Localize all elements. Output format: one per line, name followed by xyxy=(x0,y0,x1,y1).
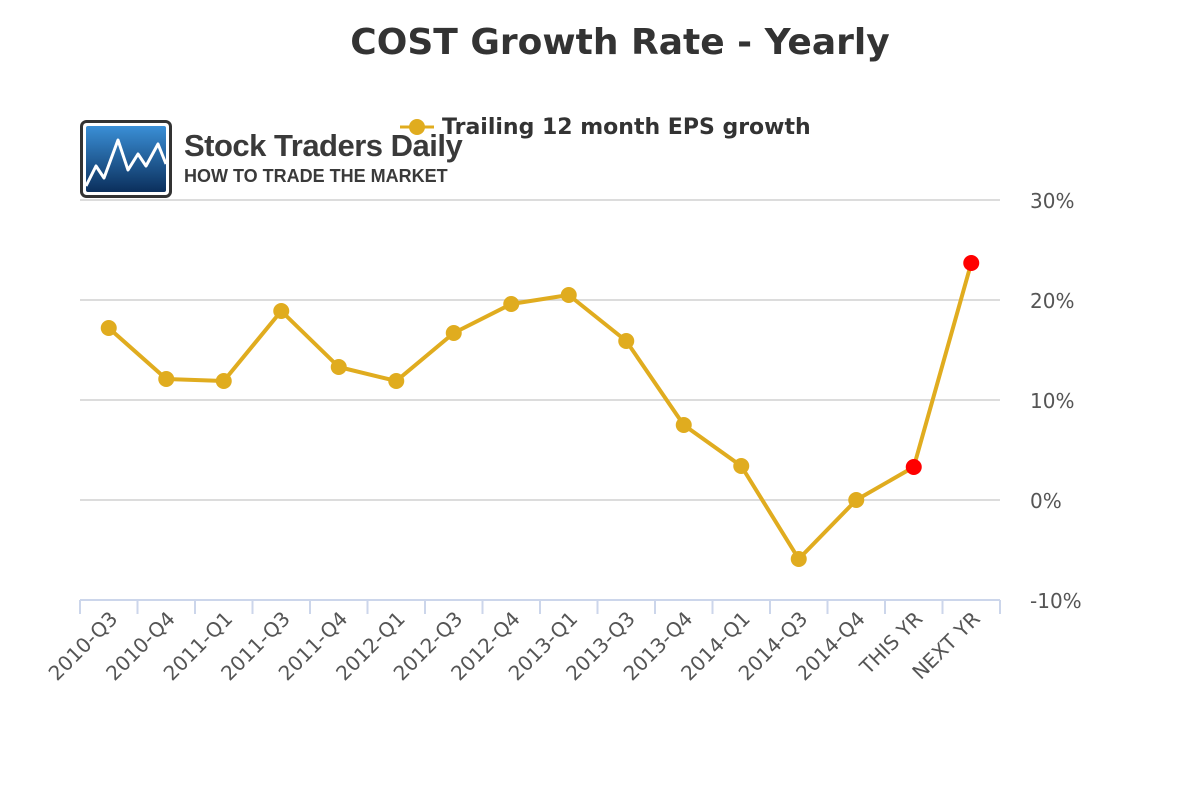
logo: Stock Traders Daily HOW TO TRADE THE MAR… xyxy=(80,120,463,200)
y-tick-label: 10% xyxy=(1030,389,1074,413)
data-point xyxy=(618,333,635,349)
series-line xyxy=(107,262,974,561)
data-point xyxy=(848,492,865,508)
data-point xyxy=(100,320,117,336)
y-tick-label: 30% xyxy=(1030,189,1074,213)
logo-name: Stock Traders Daily xyxy=(184,128,463,163)
y-tick-label: -10% xyxy=(1030,589,1082,613)
data-point xyxy=(790,551,807,567)
y-tick-label: 20% xyxy=(1030,289,1074,313)
data-point xyxy=(675,417,692,433)
legend-marker-icon xyxy=(400,119,434,135)
legend-label: Trailing 12 month EPS growth xyxy=(442,114,811,140)
data-point xyxy=(158,371,175,387)
logo-chart-icon xyxy=(80,120,172,198)
data-point xyxy=(273,303,290,319)
logo-tagline: HOW TO TRADE THE MARKET xyxy=(184,166,448,186)
data-point xyxy=(560,287,577,303)
legend[interactable]: Trailing 12 month EPS growth xyxy=(400,112,811,142)
data-point xyxy=(445,325,462,341)
data-point xyxy=(215,373,232,389)
data-point xyxy=(503,296,520,312)
data-point xyxy=(388,373,405,389)
chart-title: COST Growth Rate - Yearly xyxy=(350,22,890,63)
projection-point xyxy=(905,459,922,475)
y-tick-label: 0% xyxy=(1030,489,1062,513)
projection-point xyxy=(963,255,980,271)
data-point xyxy=(330,359,347,375)
data-point xyxy=(733,458,750,474)
